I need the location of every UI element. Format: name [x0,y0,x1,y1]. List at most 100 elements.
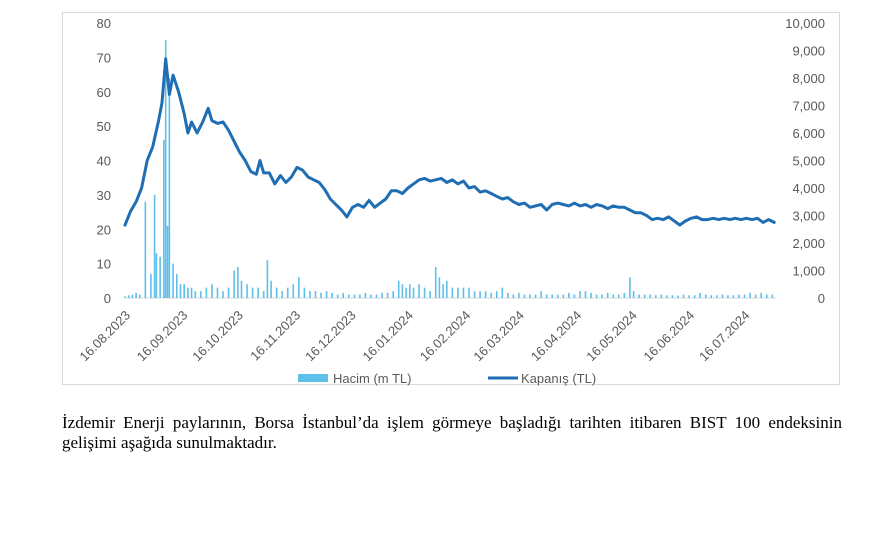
volume-bar [446,280,448,298]
volume-bar [135,292,137,298]
volume-bar [347,294,350,298]
volume-bar [623,292,626,298]
volume-bar [216,287,219,298]
left-tick-label: 80 [97,16,111,31]
legend: Hacim (m TL) Kapanış (TL) [298,371,596,386]
volume-bar [397,280,400,298]
volume-bar [364,292,367,298]
volume-bar [438,277,441,298]
volume-bars [124,40,774,298]
volume-bar [353,294,356,298]
left-tick-label: 0 [104,291,111,306]
volume-bar [617,294,620,298]
volume-bar [275,287,278,298]
volume-bar [309,291,311,298]
price-line-layer [123,57,776,227]
right-tick-label: 5,000 [792,154,825,169]
volume-bar [179,284,182,298]
volume-bar [771,294,774,298]
volume-bar [237,267,239,298]
right-tick-label: 1,000 [792,264,825,279]
x-tick-label: 16.03.2024 [470,308,527,365]
left-tick-label: 10 [97,257,111,272]
volume-bar [434,267,437,298]
volume-bar [314,291,317,298]
x-tick-label: 16.01.2024 [359,308,416,365]
volume-bar [660,294,663,298]
volume-bar [523,294,526,298]
right-tick-label: 2,000 [792,236,825,251]
volume-bar [381,292,383,298]
volume-bar [760,292,763,298]
volume-bar [342,292,345,298]
volume-bar [704,294,707,298]
volume-bar [138,294,141,298]
volume-bar [412,287,415,298]
volume-bar [732,295,735,298]
volume-bar [325,291,328,298]
volume-bar [150,273,152,298]
volume-bar [612,294,615,298]
volume-bar [240,280,243,298]
volume-bar [638,294,640,298]
volume-bar [183,284,185,298]
volume-bar [545,294,548,298]
volume-bar [484,291,487,298]
volume-bar [721,294,724,298]
volume-bar [551,294,554,298]
volume-bar [159,256,161,298]
volume-bar [556,294,559,298]
volume-bar [251,287,254,298]
volume-bar [495,291,498,298]
volume-bar [211,284,213,298]
volume-bar [671,295,674,298]
legend-label-volume: Hacim (m TL) [333,371,411,386]
volume-bar [144,201,147,298]
volume-bar [370,294,372,298]
x-tick-label: 16.05.2024 [583,308,640,365]
volume-bar [727,295,729,298]
right-tick-label: 6,000 [792,126,825,141]
volume-bar [688,295,690,298]
volume-bar [649,294,652,298]
volume-bar [632,291,635,298]
volume-bar [418,284,420,298]
right-tick-label: 0 [818,291,825,306]
volume-bar [682,294,685,298]
volume-bar [205,287,208,298]
volume-bar [540,291,542,298]
volume-bar [175,273,178,298]
right-tick-label: 4,000 [792,181,825,196]
volume-bar [716,295,718,298]
x-tick-label: 16.11.2023 [247,308,303,364]
volume-bar [270,280,272,298]
price-line [123,57,776,227]
volume-bar [738,294,740,298]
left-axis-ticks: 0 10 20 30 40 50 60 70 80 [97,16,111,306]
volume-bar [292,284,295,298]
volume-bar [462,287,465,298]
volume-bar [579,291,581,298]
right-tick-label: 9,000 [792,44,825,59]
volume-bar [529,294,531,298]
volume-bar [336,294,339,298]
volume-bar [749,292,751,298]
volume-bar [386,292,389,298]
caption-text: İzdemir Enerji paylarının, Borsa İstanbu… [62,413,842,452]
right-axis-ticks: 0 1,000 2,000 3,000 4,000 5,000 6,000 7,000 8,00… [785,16,825,306]
volume-bar [166,225,169,298]
volume-bar [457,287,459,298]
volume-bar [281,291,284,298]
x-tick-label: 16.12.2023 [302,308,359,365]
x-tick-label: 16.07.2024 [696,308,753,365]
volume-bar [518,292,520,298]
volume-bar [512,294,515,298]
x-tick-label: 16.06.2024 [641,308,698,365]
volume-bar [568,292,570,298]
right-tick-label: 3,000 [792,209,825,224]
volume-bar [606,292,609,298]
volume-bar [153,194,156,298]
x-tick-label: 16.02.2024 [417,308,474,365]
left-tick-label: 50 [97,119,111,134]
